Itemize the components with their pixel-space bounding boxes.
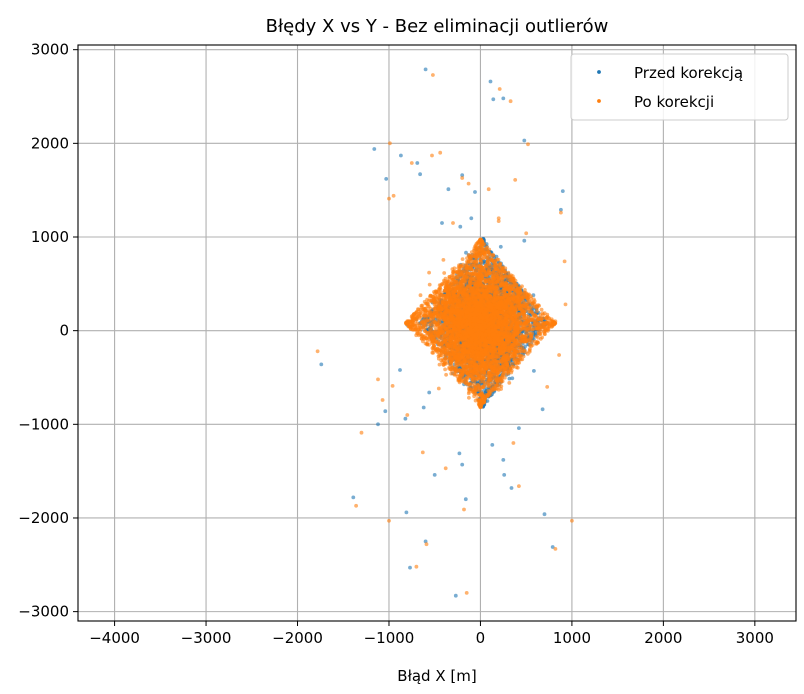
data-point [510, 376, 515, 381]
data-point [482, 388, 487, 393]
data-point [404, 510, 409, 515]
series-po-korekcji [315, 73, 574, 595]
data-point [423, 329, 427, 333]
data-point [458, 224, 463, 229]
data-point [490, 443, 495, 447]
data-point [442, 271, 447, 275]
data-point [522, 238, 527, 243]
plot-points [315, 67, 574, 598]
data-point [509, 486, 514, 490]
data-point [473, 190, 477, 194]
data-point [540, 407, 545, 412]
data-point [542, 512, 547, 517]
data-point [522, 138, 527, 143]
data-point [351, 495, 356, 500]
data-point [418, 172, 422, 177]
data-point [560, 189, 565, 194]
data-point [535, 309, 539, 314]
data-point [432, 473, 437, 477]
data-point [376, 422, 380, 427]
data-point [501, 458, 506, 462]
data-point [517, 426, 521, 430]
data-point [550, 545, 555, 549]
data-point [502, 473, 507, 477]
data-point [383, 409, 388, 414]
data-point [485, 245, 489, 250]
data-point [403, 416, 408, 421]
data-point [399, 153, 403, 158]
data-point [440, 221, 444, 225]
data-point [559, 207, 563, 212]
data-point [384, 177, 389, 181]
data-point [427, 270, 431, 275]
data-point [446, 187, 451, 192]
data-point [539, 307, 544, 312]
data-point [427, 390, 432, 395]
data-point [319, 362, 324, 367]
data-point [372, 147, 377, 151]
data-point [532, 369, 536, 373]
data-point [464, 250, 468, 255]
data-point [453, 593, 458, 598]
data-point [423, 67, 428, 72]
data-point [408, 565, 412, 570]
data-point [507, 376, 512, 381]
data-point [469, 216, 474, 221]
grid [78, 45, 796, 621]
data-point [457, 451, 462, 456]
data-point [491, 97, 496, 102]
data-point [491, 380, 496, 385]
data-point [436, 386, 441, 391]
data-point [421, 405, 426, 410]
data-point [460, 173, 465, 178]
data-point [398, 368, 402, 372]
data-point [463, 497, 468, 502]
data-point [498, 244, 503, 249]
data-point [460, 462, 465, 467]
data-point [488, 79, 493, 84]
data-point [415, 161, 420, 165]
data-point [501, 96, 506, 101]
